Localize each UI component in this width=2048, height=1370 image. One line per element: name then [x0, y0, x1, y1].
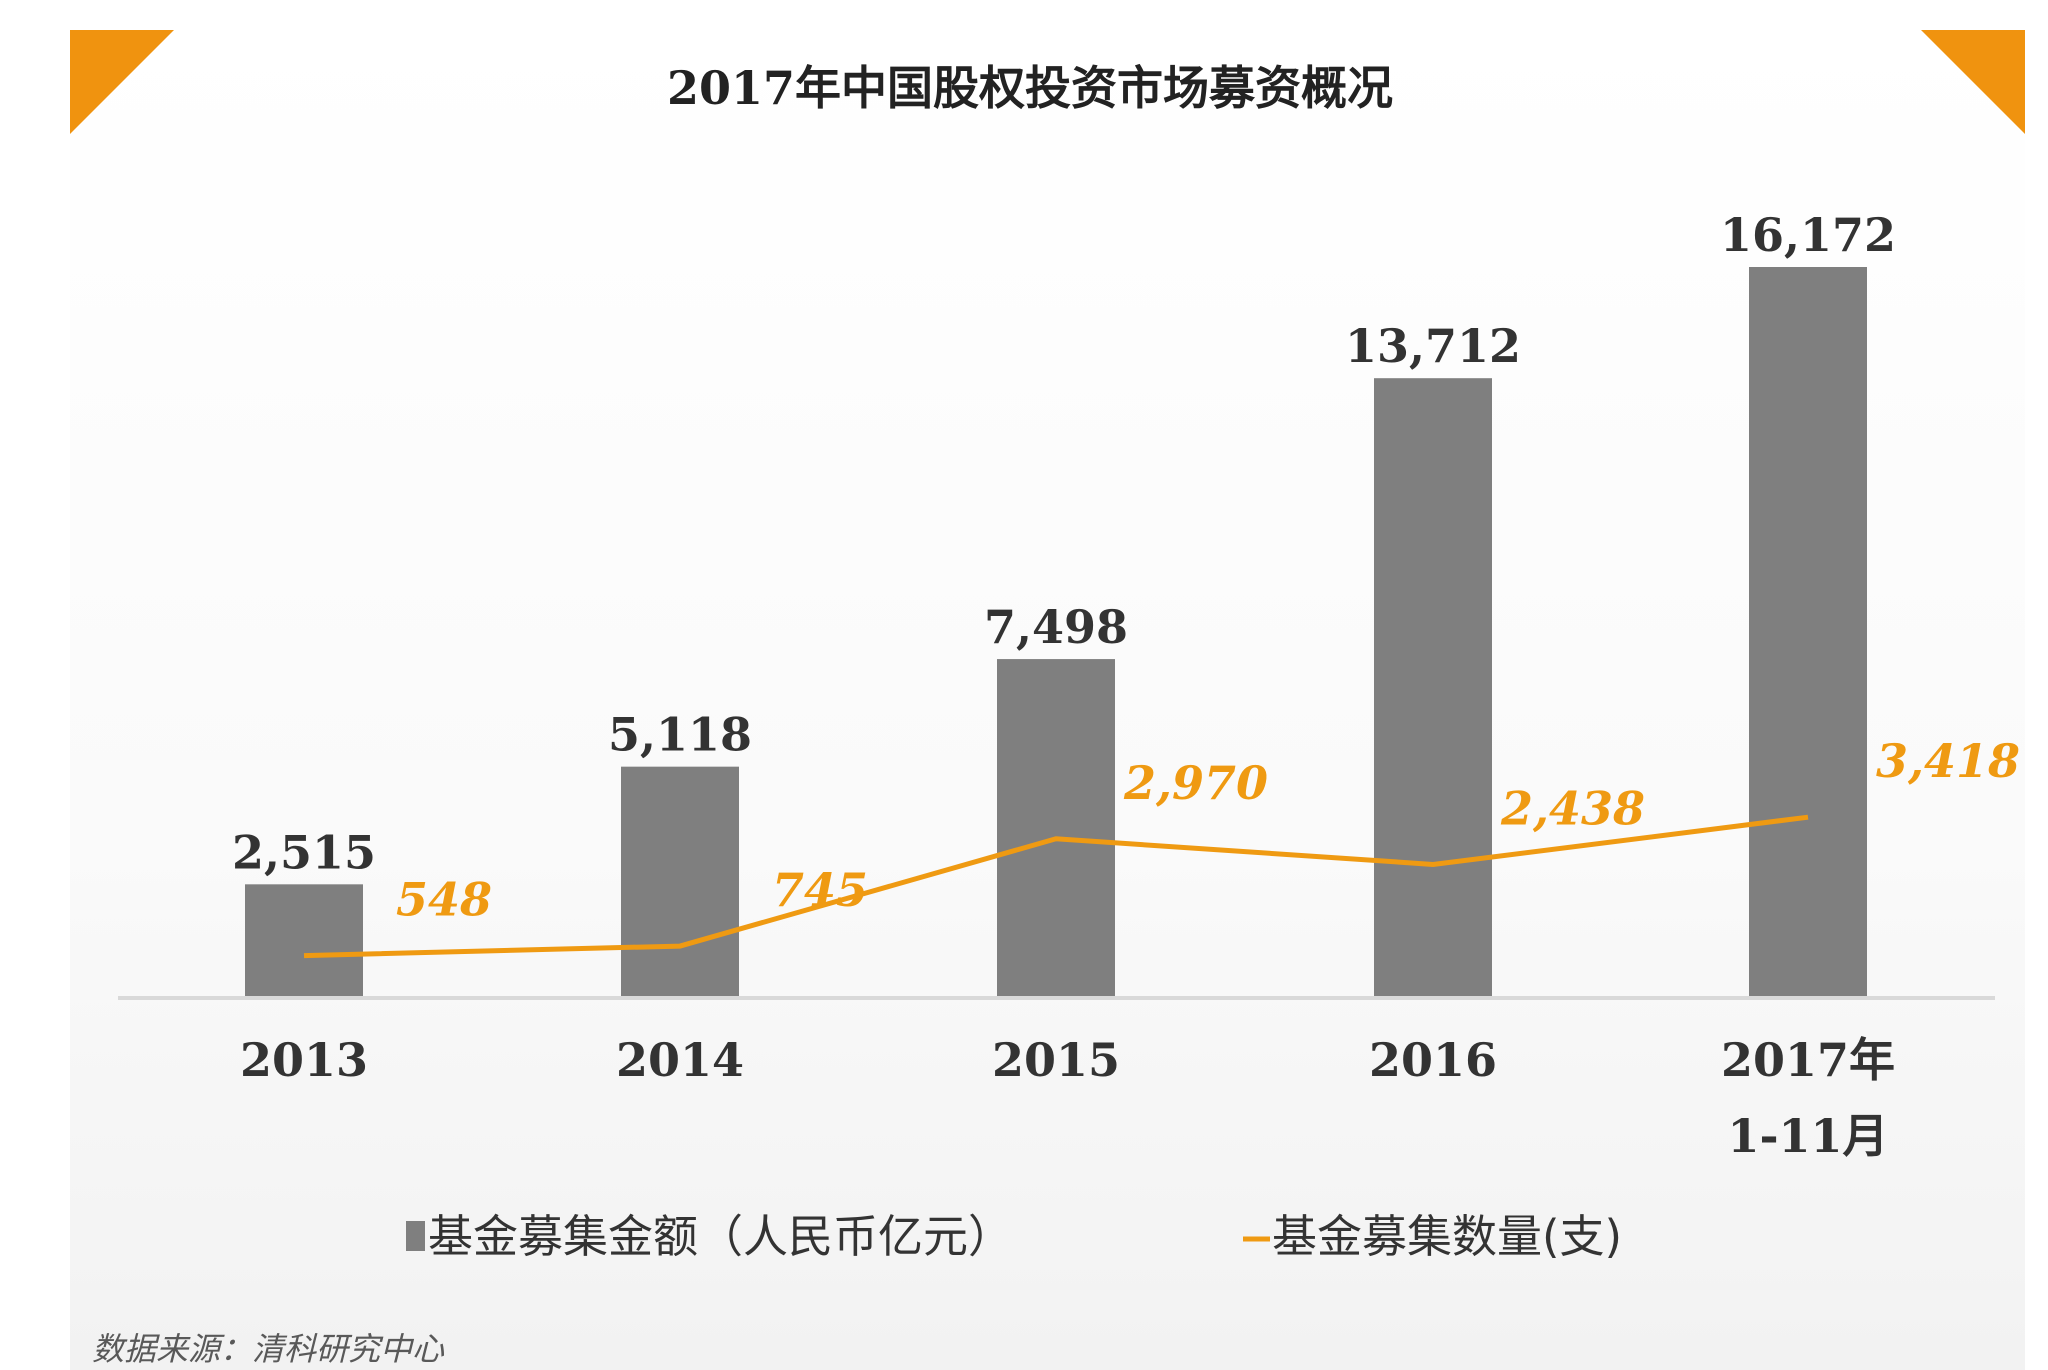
bar-4: [1749, 267, 1867, 998]
bar-value-label-1: 5,118: [608, 708, 752, 762]
x-tick-label-2: 2015: [992, 1033, 1120, 1087]
legend-line-label: 基金募集数量(支): [1272, 1210, 1622, 1263]
line-value-label-0: 548: [396, 873, 492, 927]
bar-0: [245, 884, 363, 998]
corner-decoration-left: [70, 30, 174, 134]
bar-value-labels: 2,515 5,118 7,498 13,712 16,172: [232, 208, 1896, 879]
chart-title: 2017年中国股权投资市场募资概况: [667, 61, 1393, 115]
bar-1: [621, 766, 739, 998]
bar-series: [245, 267, 1867, 998]
line-value-label-1: 745: [772, 863, 868, 917]
x-tick-label-1: 2014: [616, 1033, 744, 1087]
legend: 基金募集金额（人民币亿元） 基金募集数量(支): [406, 1210, 1622, 1263]
bar-value-label-4: 16,172: [1720, 208, 1896, 262]
x-axis-tick-labels: 2013 2014 2015 2016 2017年 1-11月: [240, 1033, 1895, 1163]
bar-2: [997, 659, 1115, 998]
line-value-label-2: 2,970: [1123, 756, 1268, 810]
legend-bar-label: 基金募集金额（人民币亿元）: [428, 1210, 1013, 1263]
x-tick-label-4-1: 1-11月: [1727, 1109, 1888, 1163]
bar-value-label-2: 7,498: [984, 600, 1128, 654]
source-note: 数据来源：清科研究中心: [92, 1330, 445, 1368]
bar-value-label-0: 2,515: [232, 825, 376, 879]
bar-3: [1374, 378, 1492, 998]
line-value-labels: 548 745 2,970 2,438 3,418: [396, 734, 2020, 926]
x-tick-label-3: 2016: [1369, 1033, 1497, 1087]
x-tick-label-0: 2013: [240, 1033, 368, 1087]
line-series: [303, 814, 1809, 959]
corner-decoration-right: [1921, 30, 2025, 134]
bar-value-label-3: 13,712: [1345, 319, 1521, 373]
x-tick-label-4-0: 2017年: [1721, 1033, 1895, 1087]
legend-bar-swatch: [406, 1221, 425, 1251]
line-value-label-4: 3,418: [1876, 734, 2020, 788]
line-value-label-3: 2,438: [1500, 781, 1645, 835]
